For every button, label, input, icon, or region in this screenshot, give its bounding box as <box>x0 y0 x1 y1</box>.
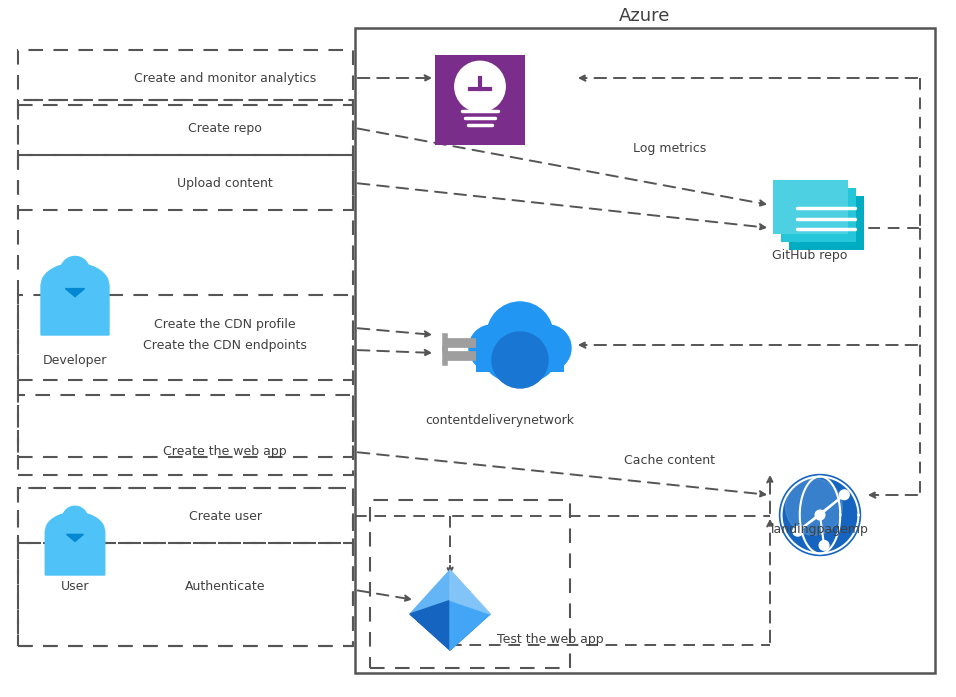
Circle shape <box>508 332 556 380</box>
Text: Log metrics: Log metrics <box>634 141 706 155</box>
Circle shape <box>469 325 515 371</box>
Bar <box>18 395 353 457</box>
Bar <box>370 500 570 668</box>
Text: Azure: Azure <box>619 7 671 25</box>
Bar <box>789 196 864 250</box>
Bar <box>18 543 353 646</box>
Text: Create the web app: Create the web app <box>163 445 287 459</box>
Circle shape <box>819 540 829 550</box>
Polygon shape <box>45 512 105 575</box>
Text: Create repo: Create repo <box>188 121 262 135</box>
Bar <box>18 100 353 475</box>
Bar <box>18 155 353 210</box>
Text: Create and monitor analytics: Create and monitor analytics <box>134 72 316 84</box>
Circle shape <box>455 61 505 112</box>
Polygon shape <box>410 600 450 650</box>
Bar <box>773 180 848 234</box>
Bar <box>435 55 525 145</box>
Bar <box>18 488 353 646</box>
Circle shape <box>839 490 849 500</box>
Polygon shape <box>67 535 83 542</box>
Text: Upload content: Upload content <box>177 176 272 190</box>
Bar <box>18 488 353 543</box>
Text: landingpagemp: landingpagemp <box>771 523 869 537</box>
Circle shape <box>793 526 803 536</box>
Text: Test the web app: Test the web app <box>497 634 603 647</box>
Polygon shape <box>41 263 109 335</box>
Circle shape <box>60 256 90 285</box>
Circle shape <box>484 332 532 380</box>
Bar <box>781 188 856 242</box>
Circle shape <box>779 475 860 556</box>
Circle shape <box>492 332 548 388</box>
Polygon shape <box>450 570 490 614</box>
Text: Cache content: Cache content <box>624 454 715 466</box>
Bar <box>355 28 935 673</box>
Text: Developer: Developer <box>43 353 107 367</box>
Polygon shape <box>65 289 84 297</box>
Bar <box>18 50 353 105</box>
Circle shape <box>525 325 571 371</box>
Bar <box>18 100 353 155</box>
Polygon shape <box>410 570 490 614</box>
Polygon shape <box>450 600 490 650</box>
Circle shape <box>815 510 825 520</box>
Bar <box>476 344 564 372</box>
Text: contentdeliverynetwork: contentdeliverynetwork <box>425 413 575 427</box>
Text: Create the CDN endpoints: Create the CDN endpoints <box>143 339 307 351</box>
Circle shape <box>62 506 88 531</box>
Text: Create the CDN profile: Create the CDN profile <box>154 318 295 330</box>
Text: GitHub repo: GitHub repo <box>772 249 848 261</box>
Text: Authenticate: Authenticate <box>185 581 265 594</box>
Bar <box>18 295 353 380</box>
Text: Create user: Create user <box>188 510 262 523</box>
Circle shape <box>786 479 842 535</box>
Text: User: User <box>61 581 89 594</box>
Polygon shape <box>410 614 490 650</box>
Circle shape <box>487 302 553 368</box>
